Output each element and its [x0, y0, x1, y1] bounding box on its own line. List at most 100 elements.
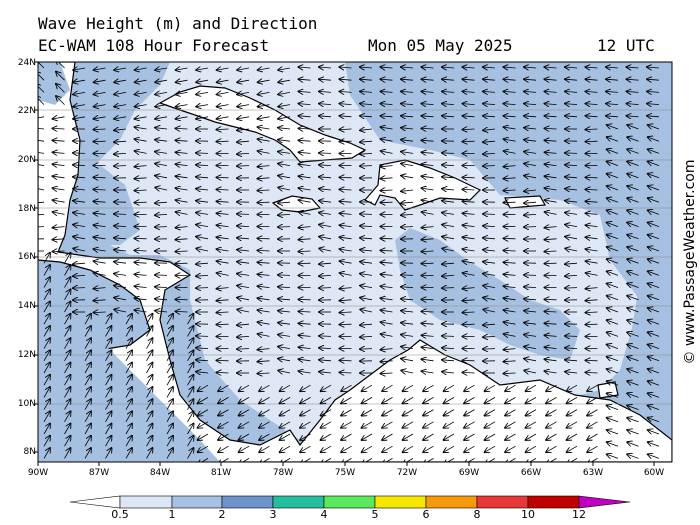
wave-arrow: [176, 68, 188, 70]
wave-arrow: [648, 137, 660, 141]
wave-arrow: [135, 262, 147, 263]
wave-arrow: [258, 373, 270, 374]
wave-arrow: [319, 348, 332, 349]
wave-arrow: [340, 116, 352, 117]
wave-arrow: [321, 421, 332, 428]
wave-arrow: [463, 237, 475, 239]
wave-arrow: [381, 139, 393, 141]
wave-arrow: [504, 116, 516, 117]
wave-arrow: [381, 298, 393, 300]
wave-arrow: [648, 357, 660, 361]
wave-arrow: [463, 225, 475, 226]
wave-arrow: [300, 458, 311, 462]
wave-arrow: [258, 68, 270, 70]
wave-arrow: [526, 433, 537, 440]
wave-arrow: [64, 277, 71, 288]
wave-arrow: [422, 212, 434, 214]
wave-arrow: [300, 421, 311, 428]
wave-arrow: [648, 271, 660, 275]
lon-label: 72W: [396, 468, 418, 478]
wave-arrow: [565, 225, 578, 227]
wave-arrow: [176, 105, 188, 107]
wave-arrow: [187, 399, 194, 410]
wave-arrow: [381, 116, 393, 117]
wave-arrow: [114, 298, 127, 300]
wave-arrow: [504, 67, 516, 68]
wave-arrow: [627, 284, 639, 288]
wave-arrow: [483, 79, 496, 80]
wave-arrow: [382, 421, 393, 428]
wave-arrow: [166, 424, 173, 435]
wave-arrow: [444, 445, 455, 452]
wave-arrow: [504, 274, 516, 275]
wave-arrow: [196, 117, 209, 119]
wave-arrow: [565, 372, 578, 373]
wave-arrow: [105, 399, 112, 410]
wave-arrow: [627, 174, 639, 178]
wave-arrow: [319, 360, 332, 361]
wave-arrow: [218, 409, 229, 416]
wave-arrow: [38, 62, 45, 69]
wave-arrow: [586, 213, 598, 214]
colorbar-swatch: [374, 495, 427, 509]
wave-arrow: [422, 323, 434, 324]
wave-arrow: [545, 116, 557, 117]
wave-arrow: [237, 349, 250, 350]
wave-arrow: [125, 363, 132, 374]
wave-arrow: [198, 397, 209, 403]
wave-arrow: [94, 261, 106, 263]
wave-arrow: [545, 152, 557, 153]
wave-arrow: [218, 445, 229, 452]
wave-arrow: [38, 96, 45, 105]
wave-arrow: [105, 375, 112, 386]
wave-arrow: [546, 421, 557, 428]
wave-arrow: [504, 91, 516, 92]
wave-arrow: [278, 347, 291, 349]
wave-arrow: [299, 116, 311, 117]
colorbar-swatch: [119, 495, 173, 509]
wave-arrow: [648, 149, 660, 153]
wave-arrow: [218, 458, 229, 462]
wave-arrow: [125, 399, 132, 410]
wave-arrow: [155, 176, 168, 178]
wave-arrow: [403, 433, 414, 440]
wave-arrow: [401, 140, 414, 142]
wave-arrow: [259, 433, 270, 440]
wave-arrow: [125, 387, 132, 398]
wave-arrow: [565, 116, 578, 117]
wave-arrow: [586, 79, 598, 80]
wave-arrow: [607, 259, 619, 263]
wave-arrow: [463, 372, 475, 373]
wave-arrow: [114, 117, 127, 119]
wave-arrow: [53, 212, 65, 214]
wave-arrow: [340, 300, 352, 301]
wave-arrow: [627, 91, 639, 92]
wave-arrow: [464, 458, 475, 462]
wave-arrow: [362, 421, 373, 428]
wave-arrow: [299, 152, 311, 153]
wave-arrow: [340, 91, 352, 92]
wave-arrow: [278, 128, 291, 129]
wave-arrow: [258, 105, 270, 107]
wave-arrow: [627, 418, 639, 422]
axis-ticks: [34, 61, 655, 466]
wave-arrow: [135, 298, 147, 300]
colorbar-tick-label: 10: [521, 508, 535, 521]
wave-arrow: [381, 322, 393, 324]
wave-arrow: [607, 235, 619, 239]
wave-arrow: [105, 338, 112, 349]
wave-arrow: [64, 326, 71, 337]
wave-arrow: [403, 409, 414, 416]
wave-arrow: [341, 421, 352, 428]
wave-arrow: [627, 296, 639, 300]
wave-arrow: [237, 286, 250, 288]
wave-arrow: [648, 162, 660, 166]
lon-label: 75W: [334, 468, 356, 478]
wave-arrow: [627, 186, 639, 190]
wave-arrow: [196, 80, 209, 82]
wave-arrow: [258, 92, 270, 94]
wave-arrow: [278, 164, 291, 166]
lat-label: 24N: [17, 58, 36, 68]
wave-arrow: [648, 235, 660, 239]
wave-arrow: [135, 139, 147, 141]
